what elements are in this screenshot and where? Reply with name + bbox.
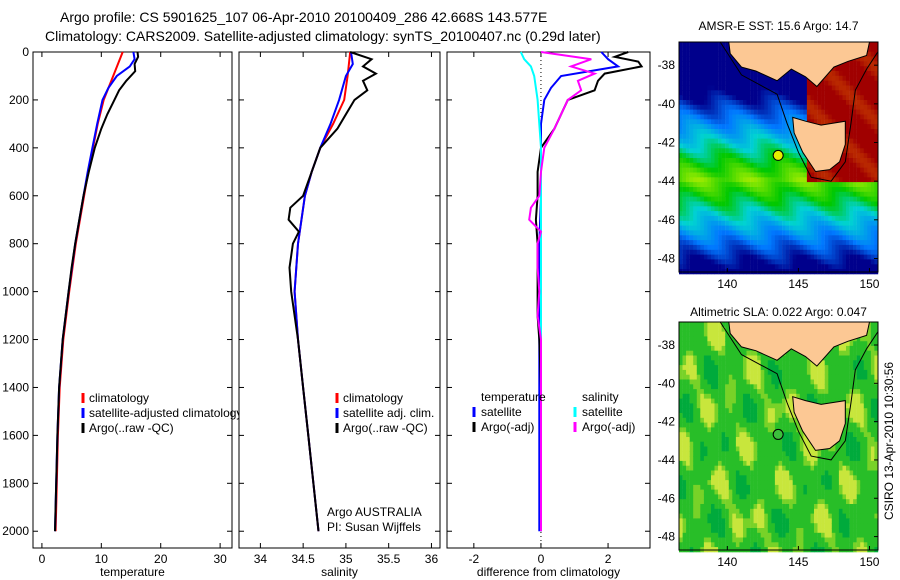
- x-tick-label: 150: [859, 555, 879, 569]
- legend-label: satellite adj. clim.: [343, 406, 434, 420]
- map-title: AMSR-E SST: 15.6 Argo: 14.7: [698, 19, 858, 33]
- mainland-land: [728, 321, 871, 367]
- x-tick-label: 0: [538, 552, 545, 566]
- series-line-argo-raw-qc-: [54, 51, 140, 532]
- argo-position-marker: [772, 428, 784, 440]
- x-tick-label: -2: [469, 552, 480, 566]
- x-tick-label: 20: [154, 552, 168, 566]
- profile-panel-2: 34 34.5 35 35.5 36 salinity climatologysatelli…: [238, 51, 441, 579]
- legend-heading-salinity: salinity: [582, 390, 619, 404]
- legend-label: Argo(..raw -QC): [343, 421, 428, 435]
- annotation-institution: Argo AUSTRALIA: [327, 505, 422, 519]
- y-tick-label: 1600: [2, 428, 29, 442]
- legend-label: climatology: [89, 391, 149, 405]
- profile-panel-1: 0 10 20 30 0 200 400 600 800 1000 1200 1400 1600 1800…: [2, 45, 242, 579]
- y-tick-label: 800: [9, 237, 29, 251]
- series-line-argo-raw-qc-: [287, 51, 378, 532]
- legend-label: satellite-adjusted climatology: [89, 406, 242, 420]
- legend-label: satellite: [481, 405, 522, 419]
- x-tick-label: 35.5: [377, 552, 401, 566]
- x-tick-label: 2: [605, 552, 612, 566]
- y-tick-label: -40: [658, 376, 676, 390]
- x-axis-label: difference from climatology: [477, 565, 620, 579]
- bathymetry-contour: [719, 321, 879, 461]
- y-tick-label: 1800: [2, 476, 29, 490]
- map-panel-1: AMSR-E SST: 15.6 Argo: 14.7 140 145 150 -38 -…: [658, 19, 880, 291]
- x-tick-label: 34: [254, 552, 268, 566]
- y-tick-label: -46: [658, 213, 676, 227]
- x-axis-label: salinity: [321, 565, 358, 579]
- map-frame: [678, 321, 879, 551]
- map-panel-2: Altimetric SLA: 0.022 Argo: 0.047 140 145 1…: [658, 305, 880, 569]
- x-tick-label: 35: [339, 552, 353, 566]
- y-tick-label: -42: [658, 415, 676, 429]
- y-tick-label: -44: [658, 174, 676, 188]
- legend-label: climatology: [343, 391, 403, 405]
- tasmania-land: [792, 396, 846, 451]
- x-tick-label: 36: [425, 552, 439, 566]
- y-tick-label: 1000: [2, 285, 29, 299]
- y-tick-label: -40: [658, 97, 676, 111]
- legend-label: satellite: [582, 405, 623, 419]
- x-tick-label: 34.5: [291, 552, 315, 566]
- x-tick-label: 140: [717, 277, 737, 291]
- x-tick-label: 140: [717, 555, 737, 569]
- y-tick-label: 2000: [2, 524, 29, 538]
- x-tick-label: 150: [859, 277, 879, 291]
- legend-heading-temperature: temperature: [481, 390, 546, 404]
- y-tick-label: 0: [22, 45, 29, 59]
- axes-box: [32, 51, 233, 549]
- y-tick-label: 400: [9, 141, 29, 155]
- tasmania-land: [792, 116, 846, 173]
- y-tick-label: 1400: [2, 380, 29, 394]
- side-timestamp: CSIRO 13-Apr-2010 10:30:56: [882, 362, 896, 520]
- y-tick-label: -44: [658, 453, 676, 467]
- map-title: Altimetric SLA: 0.022 Argo: 0.047: [690, 305, 867, 319]
- annotation-pi: PI: Susan Wijffels: [327, 520, 421, 534]
- x-tick-label: 0: [39, 552, 46, 566]
- axes-box: [446, 51, 651, 549]
- title-line-2: Climatology: CARS2009. Satellite-adjuste…: [45, 28, 601, 44]
- axes-box: [238, 51, 441, 549]
- series-line-temperature-argo-adj-: [534, 51, 644, 532]
- y-tick-label: 600: [9, 189, 29, 203]
- y-tick-label: -38: [658, 338, 676, 352]
- title-line-1: Argo profile: CS 5901625_107 06-Apr-2010…: [60, 9, 547, 25]
- y-tick-label: -48: [658, 251, 676, 265]
- x-tick-label: 10: [95, 552, 109, 566]
- bathymetry-contour: [719, 41, 879, 182]
- series-line-salinity-argo-adj-: [528, 51, 598, 532]
- legend-label: Argo(-adj): [481, 420, 534, 434]
- y-tick-label: -46: [658, 491, 676, 505]
- x-axis-label: temperature: [100, 565, 165, 579]
- argo-position-marker: [772, 149, 784, 161]
- y-tick-label: 1200: [2, 333, 29, 347]
- x-tick-label: 145: [788, 277, 808, 291]
- y-tick-label: -38: [658, 58, 676, 72]
- y-tick-label: -48: [658, 530, 676, 544]
- mainland-land: [728, 41, 871, 88]
- x-tick-label: 145: [788, 555, 808, 569]
- legend-label: Argo(-adj): [582, 420, 635, 434]
- y-tick-label: -42: [658, 136, 676, 150]
- sst-field: [679, 42, 879, 275]
- map-frame: [678, 41, 879, 273]
- x-tick-label: 30: [213, 552, 227, 566]
- legend-label: Argo(..raw -QC): [89, 421, 174, 435]
- y-tick-label: 200: [9, 93, 29, 107]
